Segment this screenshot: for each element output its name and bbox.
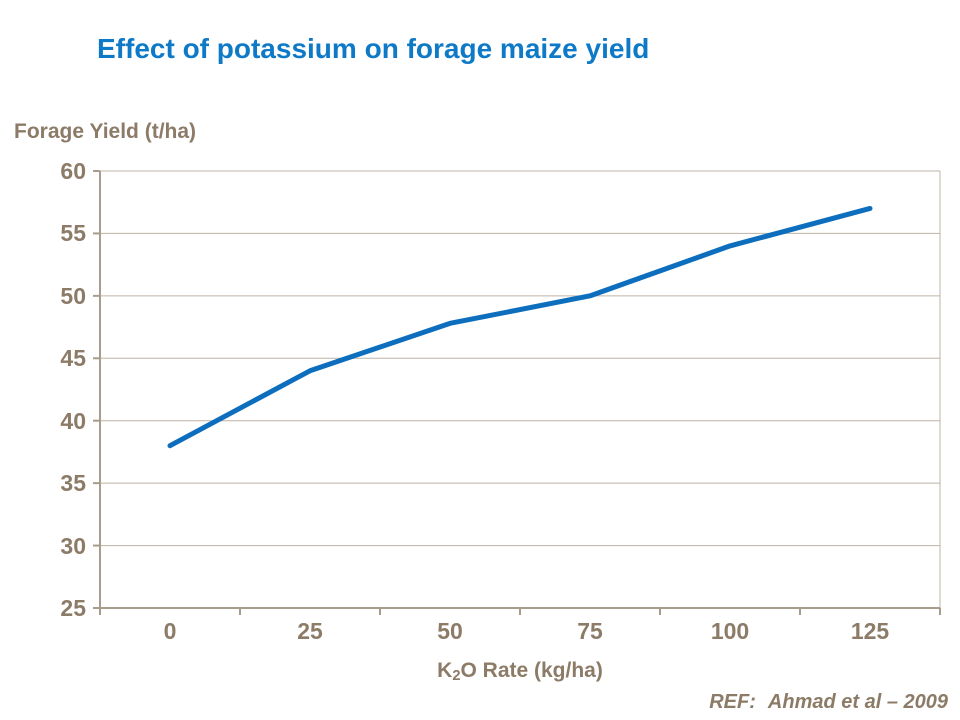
y-axis-tick-labels: 60 55 50 45 40 35 30 25 bbox=[28, 159, 86, 620]
y-axis-title: Forage Yield (t/ha) bbox=[14, 120, 197, 143]
reference-label: REF: bbox=[709, 691, 756, 713]
chart-title: Effect of potassium on forage maize yiel… bbox=[97, 33, 650, 64]
y-tick-label: 30 bbox=[60, 532, 86, 559]
y-tick-label: 40 bbox=[60, 407, 86, 434]
x-axis-title-subscript: 2 bbox=[452, 668, 461, 685]
x-axis-title-rest: O Rate (kg/ha) bbox=[460, 659, 603, 682]
reference-citation: REF: Ahmad et al – 2009 bbox=[709, 691, 948, 714]
y-tick-label: 25 bbox=[60, 594, 86, 621]
plot-svg bbox=[93, 170, 941, 615]
x-axis-title: K2O Rate (kg/ha) bbox=[100, 659, 940, 685]
x-tick-label: 75 bbox=[577, 618, 603, 644]
x-tick-label: 25 bbox=[297, 618, 323, 644]
x-tick-label: 0 bbox=[163, 618, 177, 644]
data-line-forage-yield bbox=[167, 205, 873, 449]
y-tick-label: 60 bbox=[60, 158, 86, 184]
x-tick-label: 50 bbox=[437, 618, 463, 644]
x-axis-tick-labels: 0 25 50 75 100 125 bbox=[100, 618, 940, 644]
y-tick-label: 55 bbox=[60, 220, 86, 247]
x-axis-title-base: K bbox=[437, 659, 453, 682]
reference-text: Ahmad et al – 2009 bbox=[767, 691, 948, 713]
x-tick-label: 125 bbox=[850, 618, 890, 644]
y-tick-label: 45 bbox=[60, 345, 86, 372]
x-tick-label: 100 bbox=[710, 618, 750, 644]
y-tick-label: 50 bbox=[60, 282, 86, 309]
y-tick-label: 35 bbox=[60, 470, 86, 497]
